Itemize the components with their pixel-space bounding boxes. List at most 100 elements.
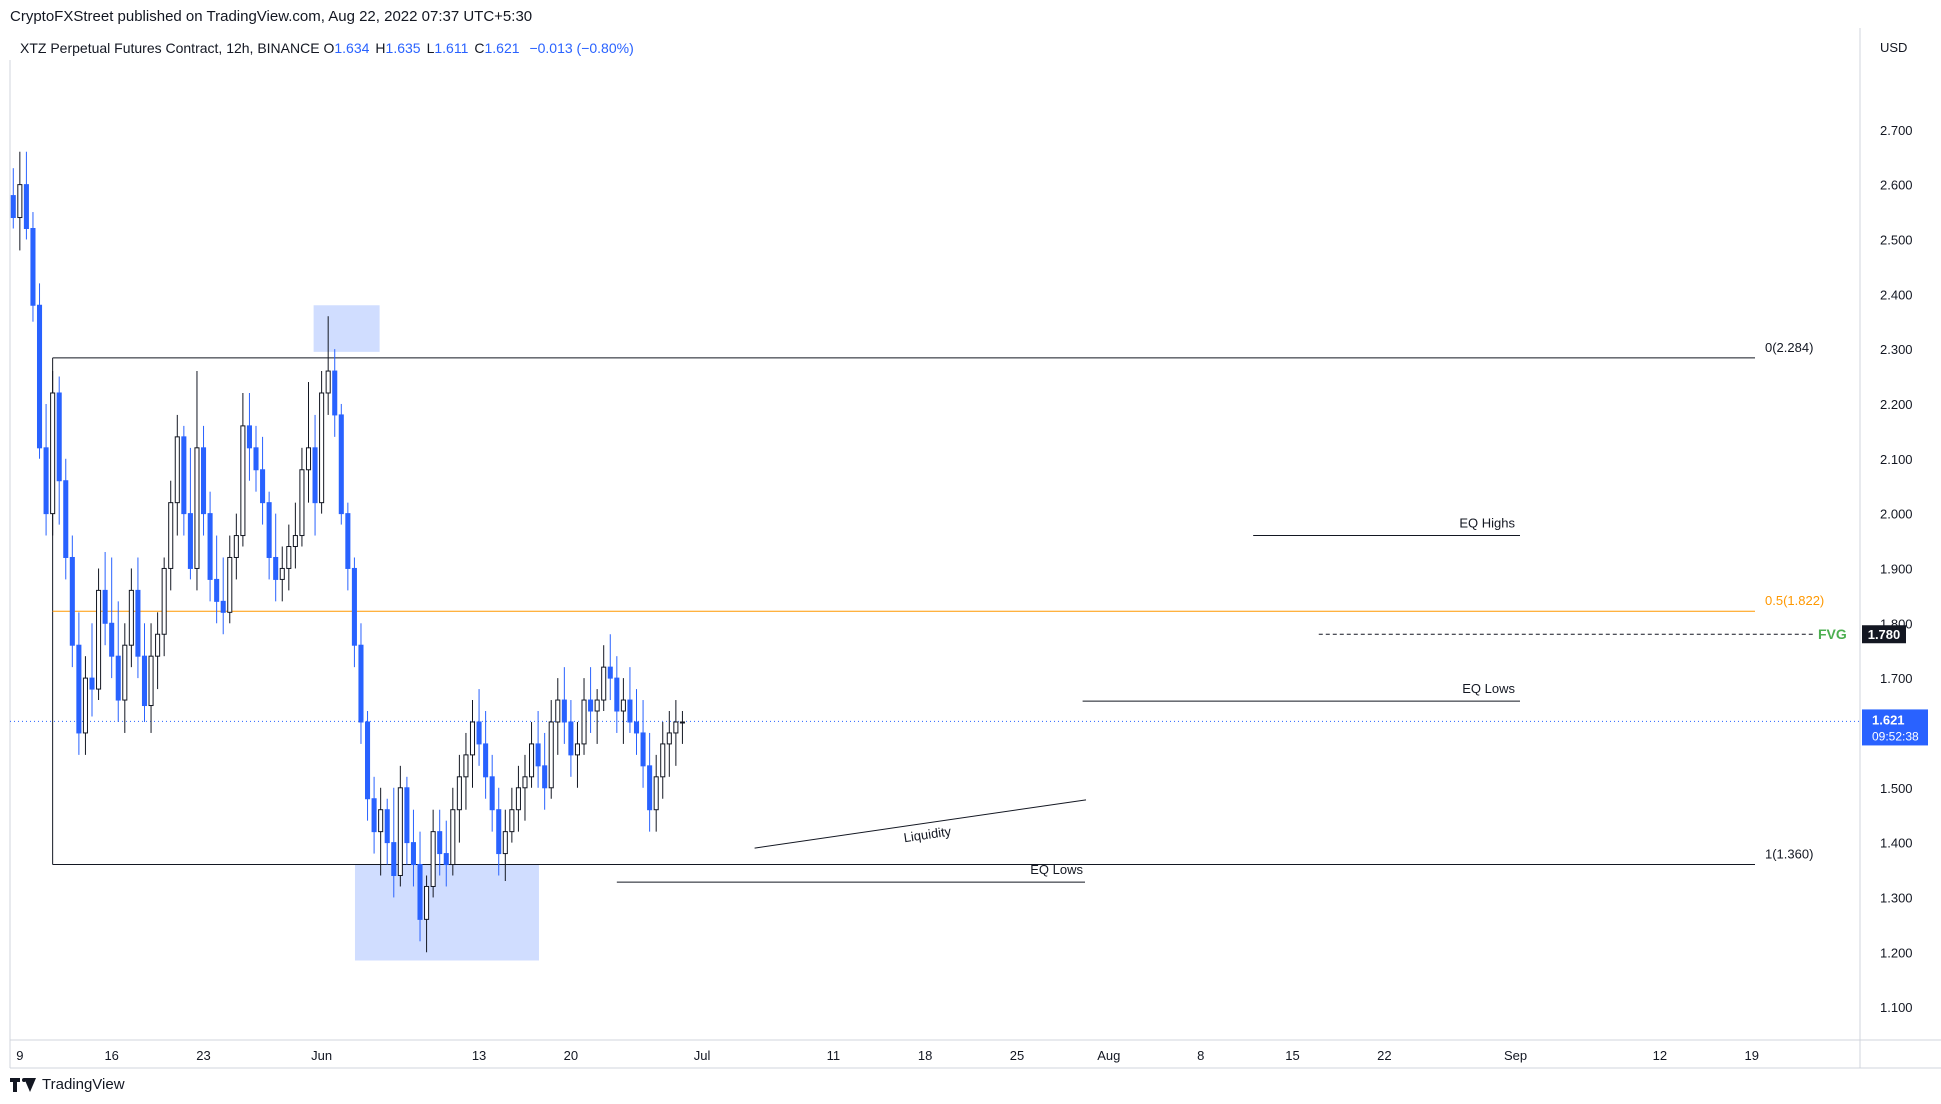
- candle-body: [673, 721, 679, 734]
- ohlc-label-c: C: [474, 40, 485, 56]
- candle-body: [181, 436, 187, 515]
- ohlc-label-h: H: [375, 40, 386, 56]
- candle: [397, 765, 403, 887]
- candle-body: [627, 699, 633, 723]
- candle-body: [424, 885, 430, 920]
- candle-body: [214, 578, 220, 602]
- candle: [345, 502, 351, 591]
- fib-level-label: 0.5(1.822): [1765, 593, 1824, 608]
- candle: [522, 754, 528, 821]
- candle-body: [319, 392, 325, 504]
- candle: [305, 382, 312, 503]
- candle: [666, 711, 672, 777]
- candle-body: [207, 513, 213, 580]
- candle-body: [588, 699, 594, 712]
- candle-body: [43, 447, 49, 515]
- candle: [430, 809, 436, 898]
- y-tick-label: 1.300: [1880, 890, 1913, 905]
- candle-body: [384, 809, 390, 844]
- candle-body: [515, 787, 521, 811]
- candle-body: [450, 809, 456, 866]
- candle: [351, 557, 357, 668]
- candle-body: [260, 469, 266, 504]
- candle: [253, 425, 259, 492]
- candle: [607, 634, 613, 701]
- candle-body: [155, 633, 161, 657]
- candle: [30, 212, 36, 322]
- candle-timer-label: 09:52:38: [1872, 729, 1919, 743]
- candle: [332, 349, 338, 437]
- x-tick-label: Sep: [1504, 1048, 1527, 1063]
- candle: [358, 623, 364, 744]
- candle-body: [115, 655, 121, 701]
- candle-body: [82, 677, 88, 734]
- candle-body: [148, 655, 154, 707]
- candle: [17, 151, 23, 251]
- candle: [594, 689, 600, 744]
- candle-body: [233, 535, 239, 558]
- candle: [378, 787, 384, 876]
- candle: [23, 151, 29, 240]
- candle: [365, 711, 371, 821]
- candle-body: [535, 743, 541, 767]
- y-tick-label: 1.400: [1880, 836, 1913, 851]
- candle-body: [10, 195, 16, 219]
- fvg-label: FVG: [1818, 626, 1847, 642]
- candle-body: [640, 732, 646, 767]
- candle: [384, 798, 390, 865]
- candle: [542, 732, 548, 810]
- candle: [548, 700, 554, 799]
- candle-body: [305, 447, 312, 471]
- candle-body: [187, 513, 193, 569]
- candle: [135, 557, 141, 679]
- candle-body: [76, 644, 82, 734]
- y-tick-label: 2.300: [1880, 342, 1913, 357]
- candle-body: [122, 644, 128, 701]
- candle-body: [463, 754, 469, 778]
- candle-body: [89, 677, 95, 690]
- candle: [69, 535, 75, 668]
- liquidity-trendline: [754, 799, 1087, 849]
- candle-body: [594, 699, 600, 712]
- candle: [89, 623, 95, 717]
- x-tick-label: Jul: [694, 1048, 711, 1063]
- liquidity-zone-top: [313, 305, 380, 352]
- y-tick-label: 2.200: [1880, 397, 1913, 412]
- eq-lows-lower-label: EQ Lows: [1030, 862, 1083, 877]
- candle: [601, 645, 607, 712]
- candle-body: [128, 589, 134, 646]
- ohlc-value-l: 1.611: [434, 40, 469, 56]
- candle: [82, 656, 88, 755]
- candle-body: [679, 721, 685, 724]
- candle-body: [17, 184, 23, 219]
- y-tick-label: 1.100: [1880, 1000, 1913, 1015]
- x-tick-label: 12: [1653, 1048, 1667, 1063]
- candle: [535, 711, 541, 788]
- candle-body: [660, 743, 666, 778]
- candle: [43, 403, 49, 536]
- eq-highs-label: EQ Highs: [1459, 516, 1515, 531]
- candle: [292, 502, 298, 569]
- tradingview-logo-icon: [10, 1077, 36, 1092]
- candle: [391, 787, 397, 898]
- candle-body: [509, 809, 515, 833]
- x-tick-label: 9: [16, 1048, 23, 1063]
- candle: [509, 787, 515, 843]
- candle: [50, 371, 56, 536]
- candle: [233, 513, 239, 580]
- candle-body: [607, 666, 613, 679]
- y-tick-label: 1.200: [1880, 945, 1913, 960]
- candle: [220, 557, 226, 635]
- currency-label: USD: [1880, 40, 1907, 55]
- candle: [640, 700, 646, 788]
- candle: [187, 447, 193, 580]
- candle: [627, 667, 633, 733]
- candle-body: [227, 556, 233, 613]
- candle: [371, 776, 377, 854]
- candle: [325, 316, 331, 415]
- candle: [647, 732, 653, 832]
- candle: [299, 447, 305, 547]
- candle: [633, 689, 640, 755]
- candle-body: [522, 776, 528, 789]
